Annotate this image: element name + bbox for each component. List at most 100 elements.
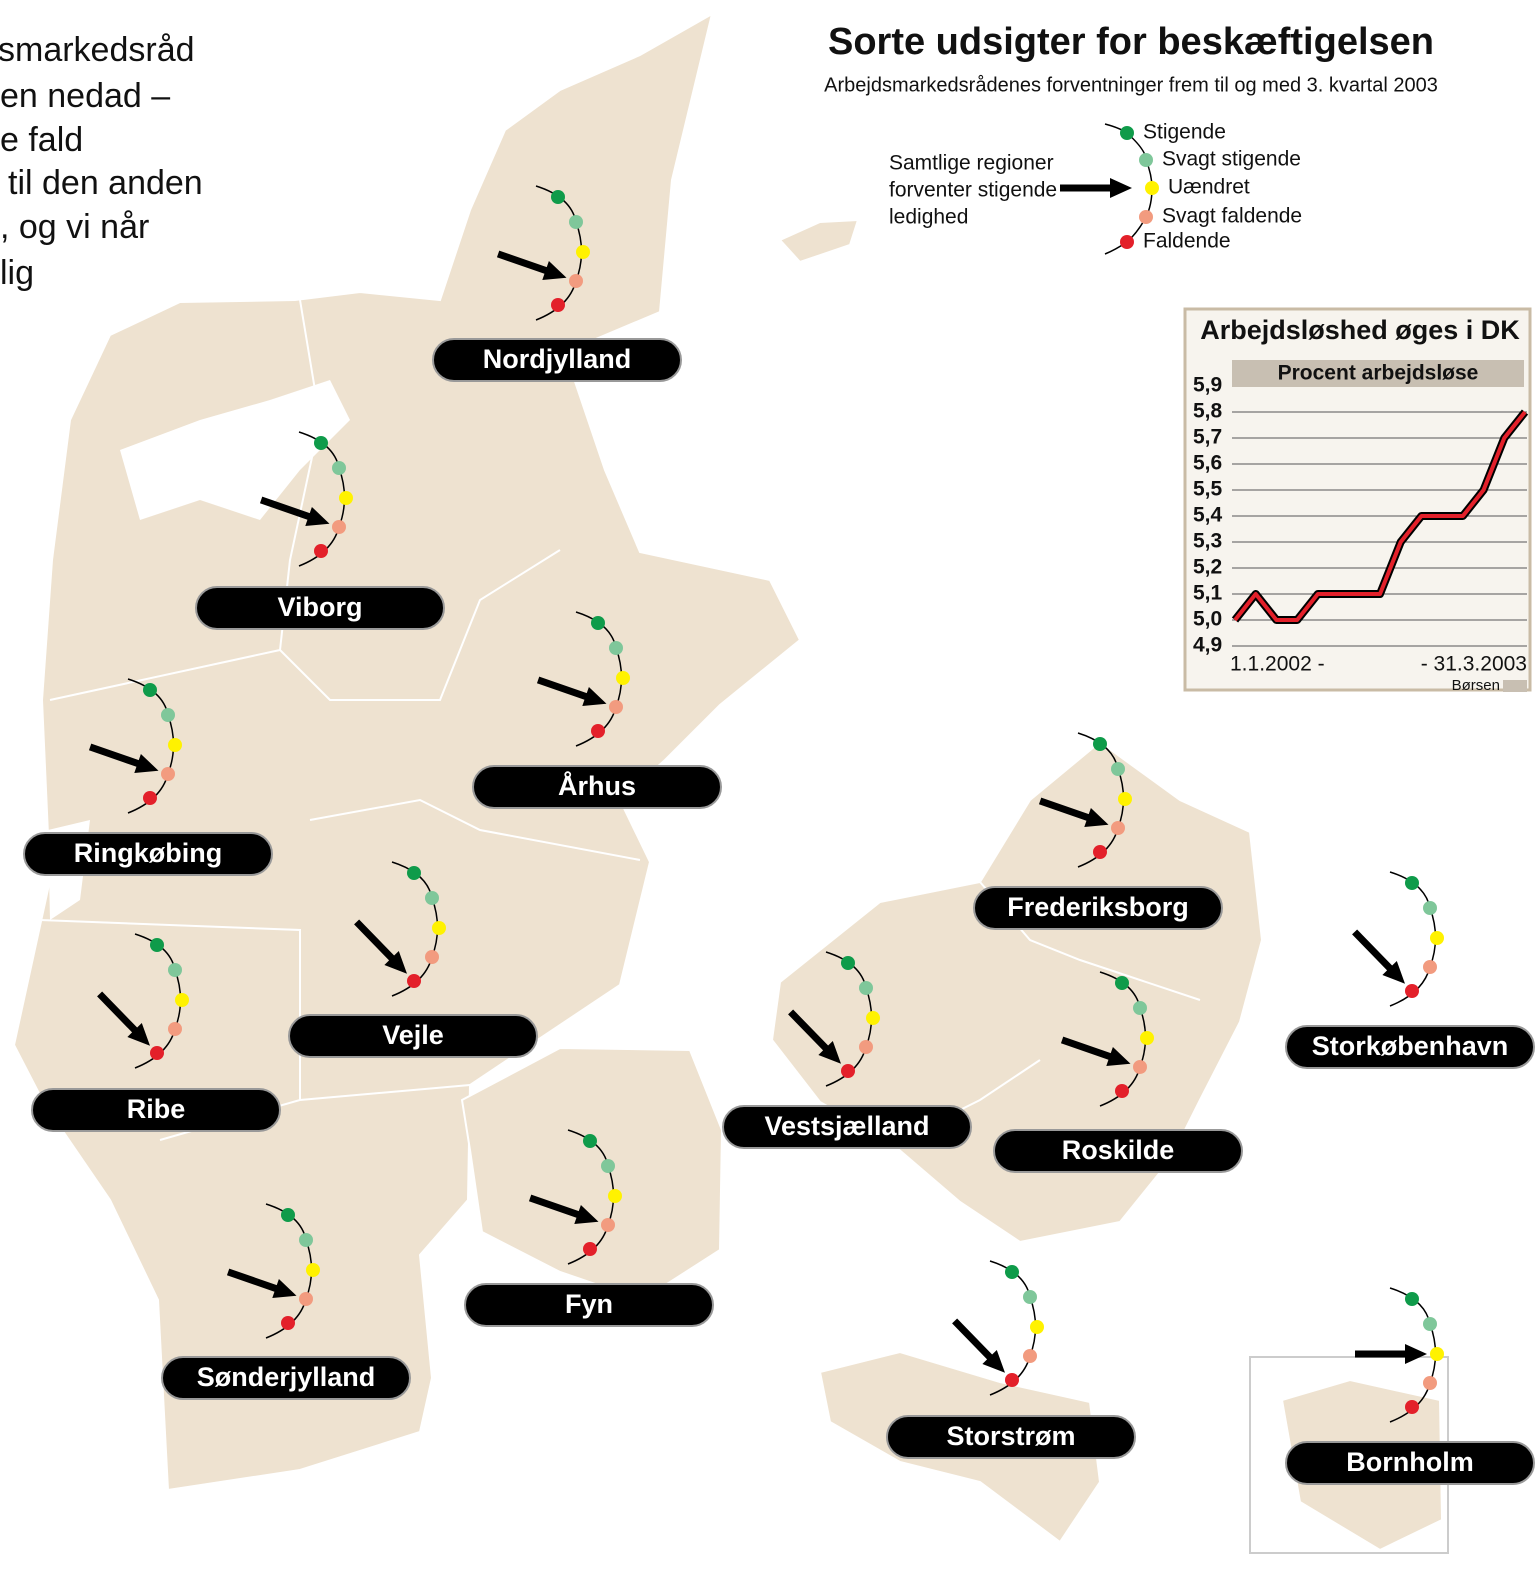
legend-label: Faldende	[1143, 230, 1231, 253]
indicator-dot	[601, 1159, 615, 1173]
legend-dot	[1120, 126, 1134, 140]
indicator-dot	[569, 215, 583, 229]
region-borders	[39, 299, 1201, 1141]
indicator-dot	[1115, 1084, 1129, 1098]
region-label: Nordjylland	[483, 344, 632, 374]
indicator-dot	[161, 767, 175, 781]
chart-subtitle: Procent arbejdsløse	[1278, 362, 1479, 385]
indicator-dot	[576, 245, 590, 259]
indicator-dot	[1111, 821, 1125, 835]
indicator-dot	[1430, 931, 1444, 945]
region-label: Århus	[558, 770, 636, 801]
y-tick-label: 5,8	[1193, 400, 1223, 423]
indicator-dot	[583, 1134, 597, 1148]
indicator-dot	[1423, 1376, 1437, 1390]
legend-label: Svagt stigende	[1162, 148, 1301, 171]
arrow	[528, 1194, 599, 1224]
indicator-dot	[143, 683, 157, 697]
legend-dot	[1139, 153, 1153, 167]
anholt	[778, 218, 860, 264]
legend-dot	[1139, 210, 1153, 224]
indicator-dot	[591, 724, 605, 738]
indicator-dot	[1405, 876, 1419, 890]
y-tick-label: 5,0	[1193, 608, 1222, 631]
indicator-dot	[306, 1263, 320, 1277]
y-tick-label: 5,6	[1193, 452, 1222, 475]
x-tick-label: 1.1.2002 -	[1230, 653, 1325, 676]
indicator-dot	[299, 1292, 313, 1306]
arrow	[536, 676, 607, 706]
indicator-dot	[168, 1022, 182, 1036]
region-label-bg	[288, 1014, 538, 1058]
region-label-bg	[23, 832, 273, 876]
chart-source: Børsen	[1452, 677, 1500, 694]
indicator-dot	[281, 1316, 295, 1330]
region-label-bg	[464, 1283, 714, 1327]
indicator-dot	[281, 1208, 295, 1222]
region-label: Fyn	[565, 1289, 613, 1319]
x-tick-label: - 31.3.2003	[1421, 653, 1527, 676]
arrow	[1060, 178, 1132, 198]
indicator-dot	[168, 738, 182, 752]
y-tick-label: 5,4	[1193, 504, 1223, 527]
indicator-dot	[1005, 1265, 1019, 1279]
fyn	[460, 1046, 724, 1302]
source-bar	[1503, 680, 1527, 692]
region-label-bg	[161, 1356, 411, 1400]
subtitle: Arbejdsmarkedsrådenes forventninger frem…	[824, 74, 1438, 96]
indicator-dot	[601, 1218, 615, 1232]
indicator-dot	[591, 616, 605, 630]
indicator-dot	[609, 641, 623, 655]
title: Sorte udsigter for beskæftigelsen	[828, 21, 1434, 63]
indicator-dot	[1405, 984, 1419, 998]
region-label-bg	[432, 338, 682, 382]
arrow	[1352, 929, 1405, 984]
indicator-dot	[314, 544, 328, 558]
indicator-dot	[841, 1064, 855, 1078]
region-label: Vejle	[382, 1020, 444, 1050]
region-label-bg	[1285, 1441, 1535, 1485]
intro-line: til den anden	[8, 164, 203, 202]
legend-label: Stigende	[1143, 121, 1226, 144]
arrow	[1038, 797, 1109, 827]
arrow	[1060, 1036, 1131, 1066]
indicator-dot	[150, 938, 164, 952]
indicator-dot	[841, 956, 855, 970]
y-tick-label: 5,3	[1193, 530, 1222, 553]
indicator-dot	[407, 866, 421, 880]
indicator-dot	[1405, 1400, 1419, 1414]
indicator-dot	[616, 671, 630, 685]
indicator-dot	[1423, 960, 1437, 974]
intro-line: lig	[0, 254, 34, 292]
arrow	[259, 496, 330, 526]
indicator-dot	[569, 274, 583, 288]
region-label-bg	[1285, 1025, 1535, 1069]
intro-line: e fald	[0, 121, 83, 159]
region-label-bg	[472, 765, 722, 809]
indicator-dot	[859, 981, 873, 995]
region-label: Frederiksborg	[1007, 892, 1189, 922]
indicator-dot	[339, 491, 353, 505]
arrow	[354, 919, 407, 974]
indicator-dot	[1140, 1031, 1154, 1045]
indicator-dot	[161, 708, 175, 722]
legend-note: forventer stigende	[889, 179, 1057, 202]
indicator-dot	[432, 921, 446, 935]
legend-label: Svagt faldende	[1162, 205, 1302, 228]
chart-subtitle-band	[1232, 360, 1524, 387]
indicator-dot	[583, 1242, 597, 1256]
y-tick-label: 5,7	[1193, 426, 1222, 449]
y-tick-label: 5,9	[1193, 374, 1222, 397]
indicator-dot	[1423, 1317, 1437, 1331]
region-label: Ringkøbing	[74, 838, 222, 868]
legend-dot	[1145, 181, 1159, 195]
intro-line: , og vi når	[0, 208, 149, 246]
region-label: Vestsjælland	[764, 1111, 929, 1141]
indicator-dot	[608, 1189, 622, 1203]
indicator-dot	[1093, 845, 1107, 859]
y-tick-label: 4,9	[1193, 634, 1222, 657]
indicator-dot	[407, 974, 421, 988]
indicator-dot	[1118, 792, 1132, 806]
region-label: Bornholm	[1346, 1447, 1474, 1477]
indicator-dot	[1133, 1001, 1147, 1015]
